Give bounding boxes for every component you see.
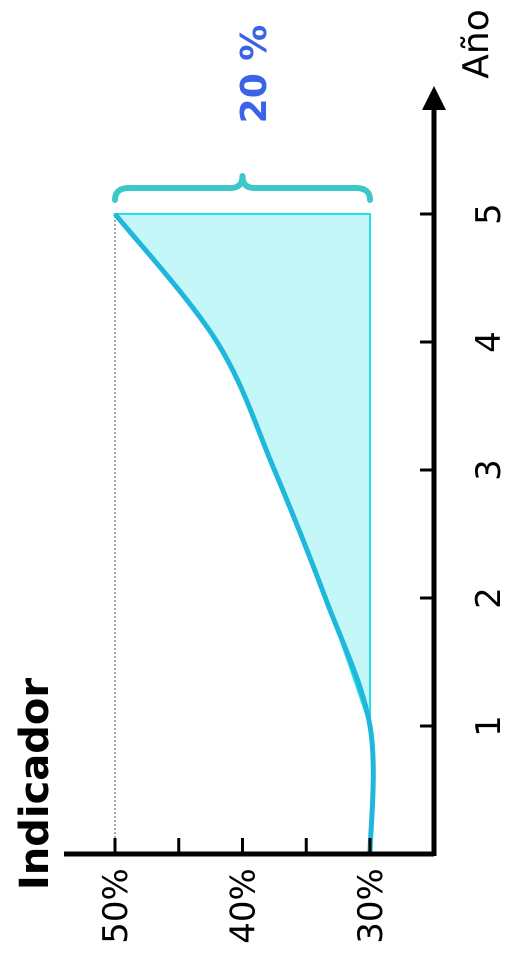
x-tick-label: 1 xyxy=(469,715,509,737)
series-line xyxy=(113,212,376,855)
x-tick-label: 2 xyxy=(469,587,509,609)
x-axis-label: Año xyxy=(456,9,497,78)
x-tick-label: 4 xyxy=(469,331,509,353)
y-tick-label: 50% xyxy=(96,868,136,944)
y-axis-label: Indicador xyxy=(12,678,58,891)
annotation-label: 20 % xyxy=(234,25,275,124)
annotation-brace xyxy=(112,173,373,203)
x-tick-label: 5 xyxy=(469,203,509,225)
y-tick-label: 40% xyxy=(224,868,264,944)
x-tick-label: 3 xyxy=(469,459,509,481)
x-axis-arrowhead xyxy=(422,86,446,110)
y-tick-label: 30% xyxy=(351,868,391,944)
gap-area-fill xyxy=(112,213,371,727)
